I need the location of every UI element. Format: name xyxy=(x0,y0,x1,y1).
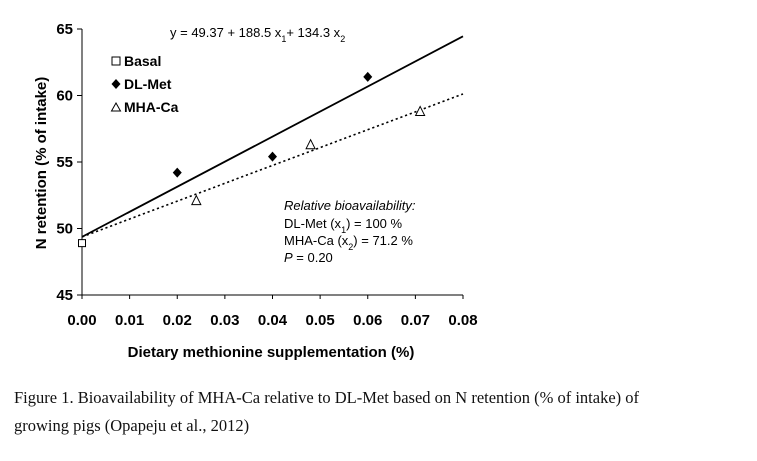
point-mha-ca xyxy=(414,105,426,116)
y-tick-label: 50 xyxy=(56,221,73,238)
bioavailability-annotation: Relative bioavailability: DL-Met (x1) = … xyxy=(284,198,416,265)
x-tick-label: 0.01 xyxy=(115,312,144,329)
x-axis-label: Dietary methionine supplementation (%) xyxy=(128,344,415,361)
annotation-mhaca: MHA-Ca (x2) = 71.2 % xyxy=(284,233,413,252)
legend: Basal DL-Met MHA-Ca xyxy=(110,53,179,115)
point-dl-met xyxy=(268,151,277,162)
point-mha-ca xyxy=(305,138,316,150)
caption-line-1: Figure 1. Bioavailability of MHA-Ca rela… xyxy=(14,388,640,407)
data-points xyxy=(78,71,426,248)
x-tick-label: 0.06 xyxy=(353,312,382,329)
x-tick-label: 0.07 xyxy=(401,312,430,329)
legend-basal-marker xyxy=(111,56,121,66)
figure-caption: Figure 1. Bioavailability of MHA-Ca rela… xyxy=(14,384,749,440)
x-tick-label: 0.00 xyxy=(67,312,96,329)
annotation-p-value: P = 0.20 xyxy=(284,250,333,265)
y-tick-label: 65 xyxy=(56,21,73,38)
regression-equation: y = 49.37 + 188.5 x1+ 134.3 x2 xyxy=(170,25,345,44)
point-dl-met xyxy=(172,167,182,178)
legend-basal-label: Basal xyxy=(124,53,161,69)
legend-dlmet-marker xyxy=(111,79,121,89)
fit-lines xyxy=(81,35,464,238)
x-tick-label: 0.02 xyxy=(163,312,192,329)
y-tick-label: 60 xyxy=(56,88,73,105)
legend-mhaca-label: MHA-Ca xyxy=(124,99,179,115)
x-tick-label: 0.04 xyxy=(258,312,288,329)
legend-mhaca-marker xyxy=(110,101,122,112)
y-tick-label: 45 xyxy=(56,287,73,304)
annotation-dlmet: DL-Met (x1) = 100 % xyxy=(284,216,403,235)
y-tick-label: 55 xyxy=(56,154,73,171)
x-tick-label: 0.05 xyxy=(306,312,335,329)
annotation-title: Relative bioavailability: xyxy=(284,198,416,213)
axes: 0.00 0.01 0.02 0.03 0.04 0.05 0.06 0.07 0.08 45 50… xyxy=(56,21,477,329)
chart: 0.00 0.01 0.02 0.03 0.04 0.05 0.06 0.07 0.08 45 50… xyxy=(33,21,478,361)
fit-line-dl-met xyxy=(81,35,464,238)
point-mha-ca xyxy=(190,194,202,206)
fit-line-mha-ca xyxy=(81,93,464,238)
point-dl-met xyxy=(363,71,373,82)
y-axis-label: N retention (% of intake) xyxy=(33,77,50,250)
x-tick-label: 0.08 xyxy=(448,312,477,329)
x-tick-label: 0.03 xyxy=(210,312,239,329)
point-basal xyxy=(78,239,86,248)
caption-line-2: growing pigs (Opapeju et al., 2012) xyxy=(14,416,250,435)
legend-dlmet-label: DL-Met xyxy=(124,76,172,92)
